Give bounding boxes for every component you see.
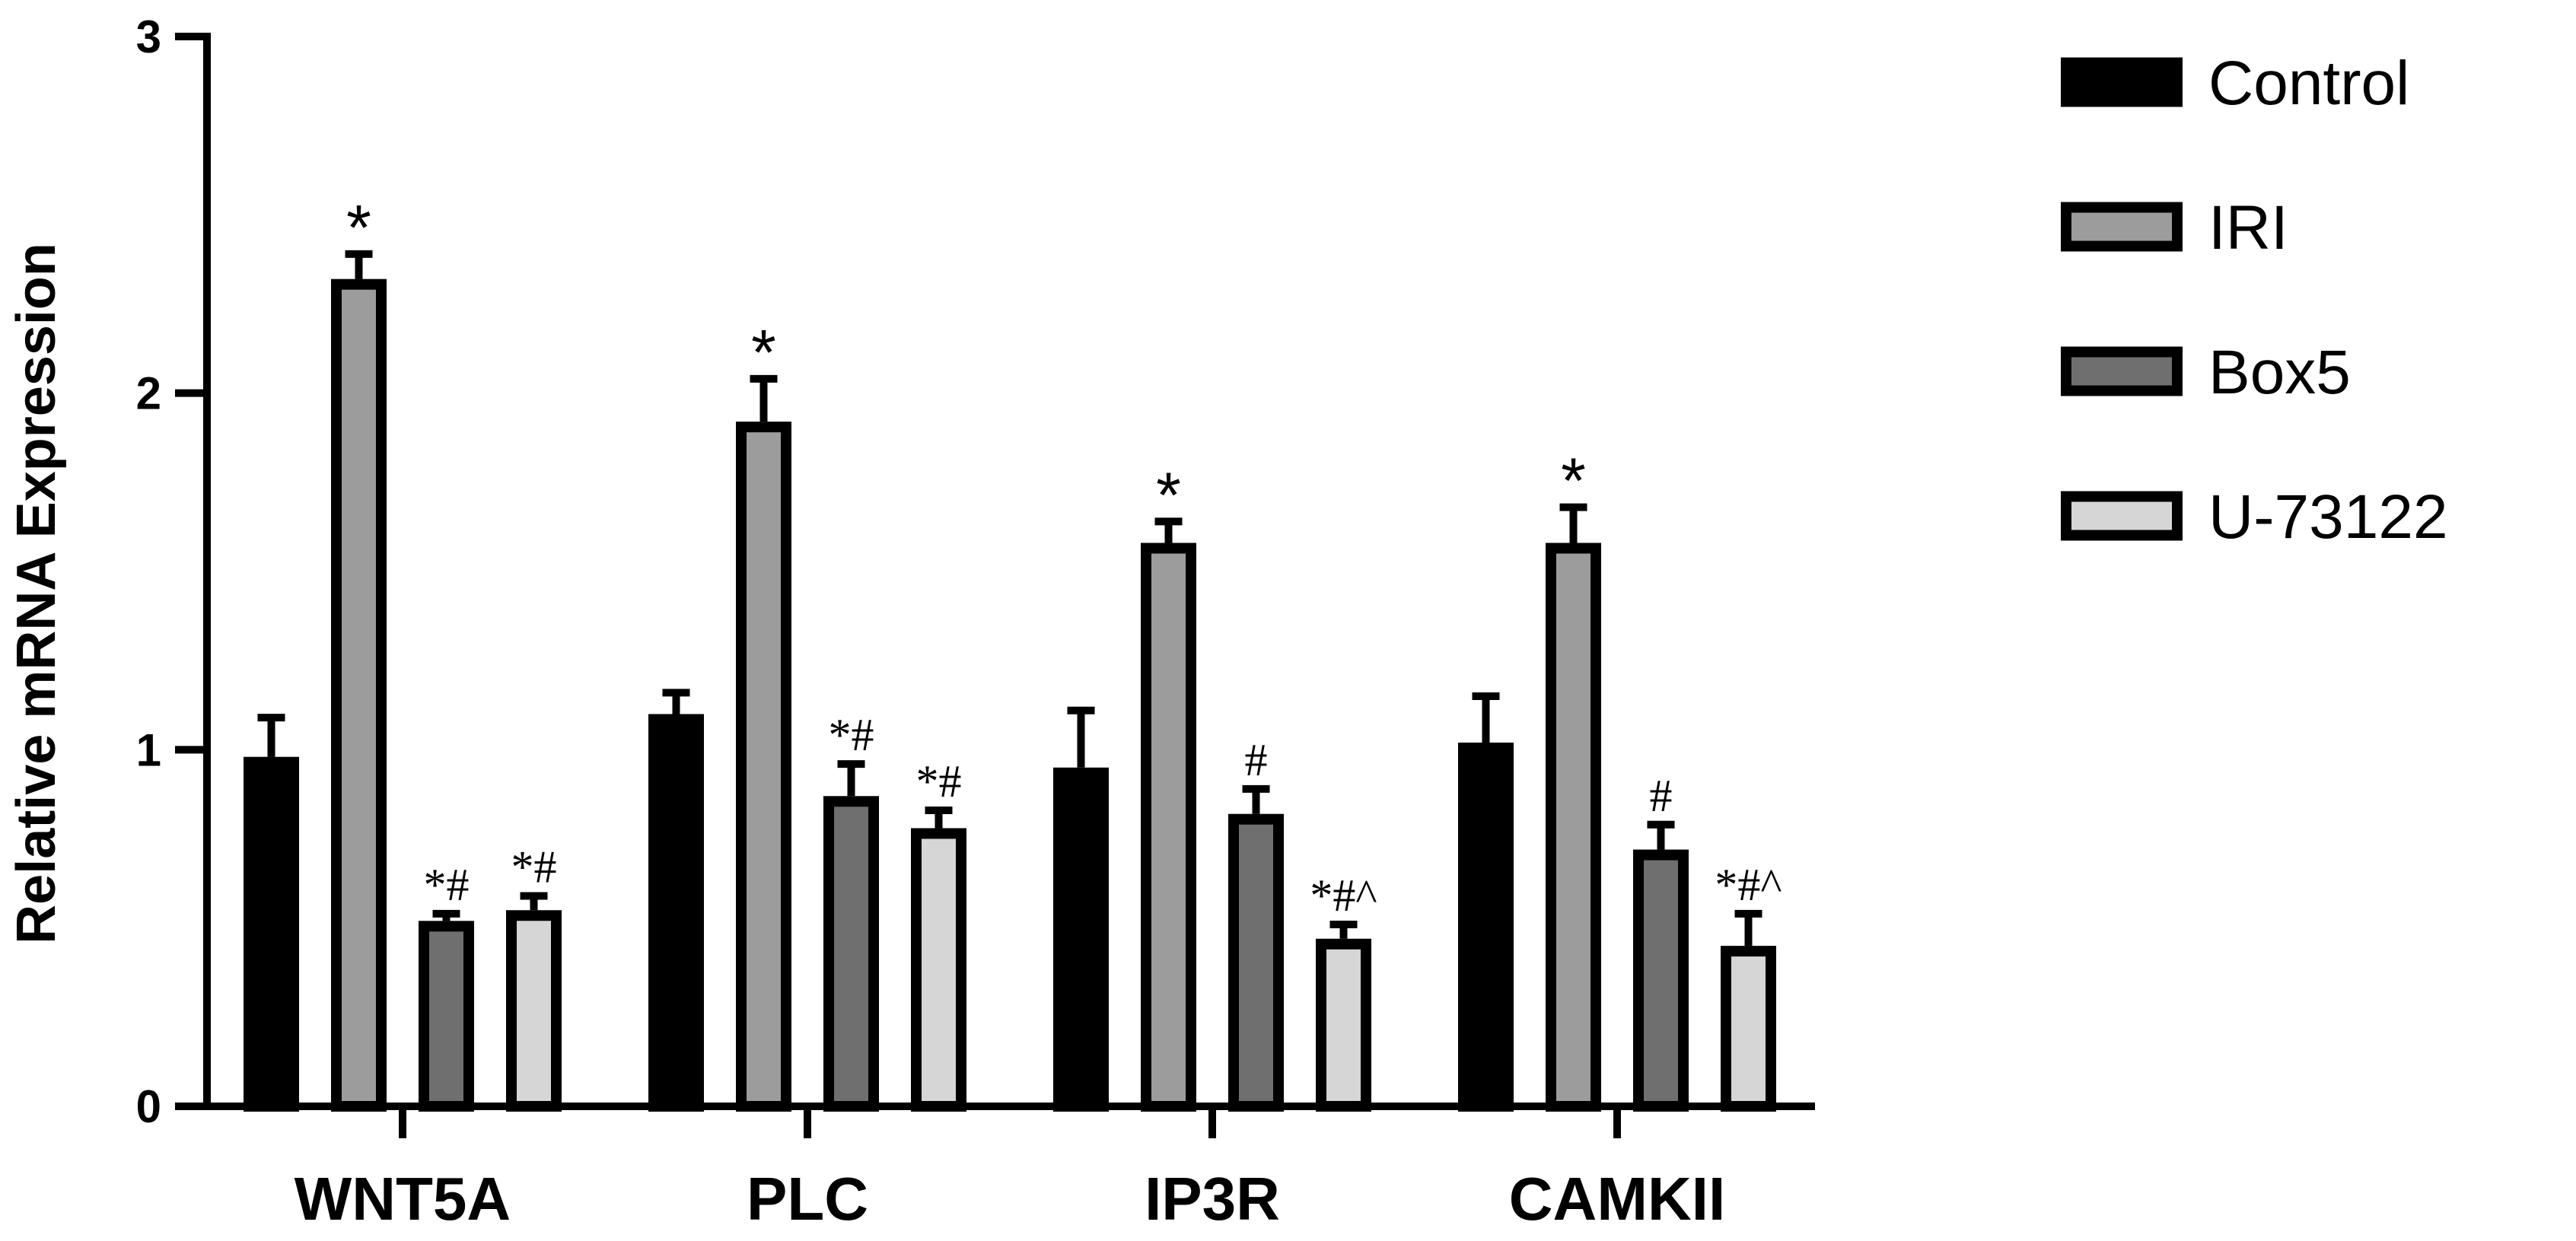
significance-label: *#^ (1310, 870, 1377, 921)
bar-control-camkii (1458, 742, 1514, 1112)
legend-label: U-73122 (2208, 482, 2448, 552)
x-tick-label: CAMKII (1509, 1165, 1725, 1233)
significance-label: *# (916, 756, 962, 807)
legend-label: Box5 (2208, 338, 2351, 407)
bar-u-73122-wnt5a (506, 910, 562, 1112)
significance-label: # (1650, 771, 1673, 821)
significance-label: * (1561, 445, 1586, 517)
legend-label: IRI (2208, 193, 2288, 263)
significance-label: *#^ (1715, 860, 1782, 910)
bar-control-wnt5a (244, 756, 299, 1112)
bar-iri-camkii (1546, 543, 1601, 1112)
y-tick-label: 0 (136, 1081, 161, 1132)
significance-label: *# (424, 860, 470, 910)
significance-label: * (751, 317, 776, 388)
significance-label: *# (511, 842, 557, 892)
bar-box5-plc (823, 796, 879, 1112)
bar-control-plc (648, 714, 704, 1112)
x-tick-label: IP3R (1145, 1165, 1280, 1233)
y-axis-title: Relative mRNA Expression (6, 243, 67, 944)
significance-label: # (1245, 735, 1268, 785)
y-tick-label: 2 (136, 368, 161, 419)
bar-control-ip3r (1053, 767, 1109, 1112)
legend: Control IRI Box5 U-73122 (2061, 49, 2448, 552)
legend-swatch-control (2061, 57, 2183, 107)
significance-label: *# (829, 710, 874, 760)
legend-swatch-iri (2061, 202, 2183, 252)
bar-iri-ip3r (1141, 543, 1196, 1112)
plot-area: **# *#**#*#*#*#^*#*#^ (244, 192, 1782, 1112)
x-tick-label: PLC (747, 1165, 868, 1233)
bar-iri-wnt5a (331, 278, 387, 1112)
y-tick-label: 1 (136, 724, 161, 775)
bar-u-73122-camkii (1721, 946, 1776, 1112)
significance-label: * (1156, 459, 1181, 530)
legend-swatch-box5 (2061, 346, 2183, 396)
bar-box5-ip3r (1228, 813, 1284, 1112)
bar-iri-plc (736, 422, 791, 1112)
y-tick-label: 3 (136, 11, 161, 62)
bar-box5-camkii (1633, 849, 1689, 1112)
bar-u-73122-plc (911, 828, 966, 1112)
legend-label: Control (2208, 49, 2409, 118)
bar-u-73122-ip3r (1316, 938, 1371, 1112)
bar-box5-wnt5a (419, 921, 474, 1112)
legend-swatch-u-73122 (2061, 491, 2183, 541)
x-tick-label: WNT5A (295, 1165, 511, 1233)
axes: WNT5A PLC IP3R CAMKII 0 1 2 3 (136, 11, 1815, 1233)
significance-label: * (346, 192, 371, 263)
